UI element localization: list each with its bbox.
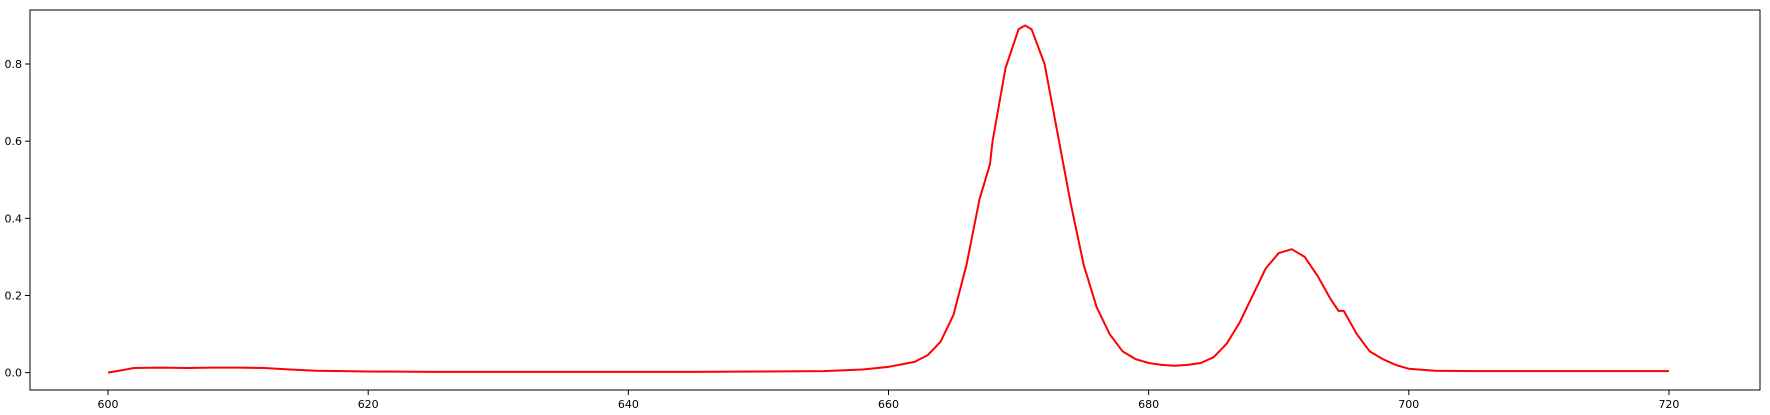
y-tick-label: 0.0 — [5, 367, 23, 380]
series-group — [107, 24, 1669, 374]
x-tick-label: 620 — [358, 398, 379, 411]
y-tick-label: 0.8 — [5, 58, 23, 71]
x-tick-label: 660 — [878, 398, 899, 411]
x-tick-label: 680 — [1138, 398, 1159, 411]
axis-ticks: 600 620 640 660 680 700 720 0.0 0.2 0.4 0.6 0.8 — [5, 58, 1680, 411]
spectrum-line — [107, 24, 1669, 374]
x-tick-label: 720 — [1658, 398, 1679, 411]
y-tick-label: 0.4 — [5, 212, 23, 225]
axes-frame — [29, 9, 1761, 391]
y-tick-label: 0.2 — [5, 289, 23, 302]
x-tick-label: 700 — [1398, 398, 1419, 411]
x-tick-label: 640 — [618, 398, 639, 411]
y-tick-label: 0.6 — [5, 135, 23, 148]
plot-background — [30, 10, 1760, 390]
x-tick-label: 600 — [98, 398, 119, 411]
